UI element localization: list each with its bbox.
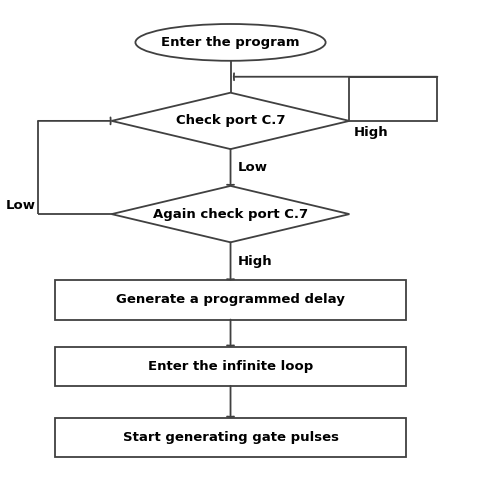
Polygon shape: [112, 92, 349, 149]
Text: Generate a programmed delay: Generate a programmed delay: [116, 293, 345, 307]
Text: High: High: [238, 255, 272, 268]
Text: Start generating gate pulses: Start generating gate pulses: [122, 431, 339, 444]
Text: Enter the infinite loop: Enter the infinite loop: [148, 360, 313, 373]
Ellipse shape: [135, 24, 325, 61]
Text: Low: Low: [238, 161, 267, 174]
Bar: [349, 77, 437, 121]
Bar: [55, 280, 407, 320]
Text: High: High: [354, 126, 389, 139]
Text: Low: Low: [5, 199, 36, 212]
Polygon shape: [112, 186, 349, 243]
Bar: [55, 346, 407, 386]
Text: Again check port C.7: Again check port C.7: [153, 208, 308, 220]
Text: Enter the program: Enter the program: [161, 36, 300, 49]
Text: Check port C.7: Check port C.7: [176, 115, 285, 127]
Bar: [55, 418, 407, 457]
